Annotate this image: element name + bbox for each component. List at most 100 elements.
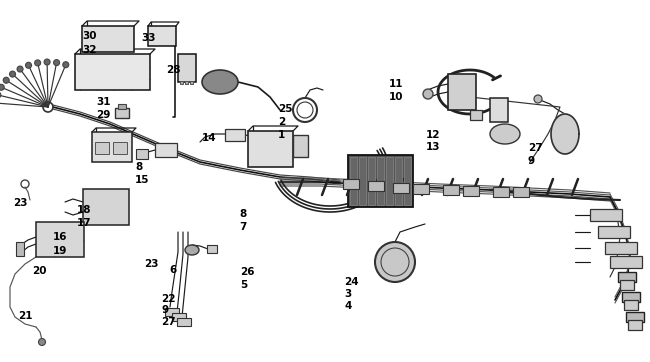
Bar [470, 110, 482, 120]
Bar [113, 142, 127, 154]
Bar [513, 187, 529, 197]
Bar [177, 318, 191, 326]
Text: 6: 6 [169, 265, 176, 275]
Bar [348, 155, 413, 207]
Circle shape [375, 242, 415, 282]
Text: 3: 3 [344, 289, 352, 299]
Bar [95, 142, 109, 154]
Text: 4: 4 [344, 301, 352, 311]
Text: 18: 18 [77, 205, 91, 215]
Text: 22: 22 [161, 294, 176, 304]
Bar [490, 98, 508, 122]
Circle shape [423, 89, 433, 99]
Text: 13: 13 [426, 142, 440, 152]
Bar [343, 179, 359, 189]
Text: 32: 32 [83, 45, 97, 55]
Bar [626, 312, 644, 322]
Text: 27: 27 [161, 317, 176, 327]
Bar [598, 226, 630, 238]
Bar [136, 149, 148, 159]
Circle shape [44, 59, 50, 65]
Bar [377, 157, 384, 205]
Text: 5: 5 [240, 280, 248, 290]
Bar [36, 222, 84, 257]
Text: 11: 11 [389, 79, 403, 89]
Bar [350, 157, 357, 205]
Text: 21: 21 [18, 311, 32, 321]
Text: 9: 9 [161, 305, 168, 315]
Bar [605, 242, 637, 254]
Text: 8: 8 [239, 209, 246, 219]
Bar [185, 81, 188, 84]
Text: 31: 31 [96, 97, 110, 107]
Circle shape [34, 60, 41, 66]
Bar [178, 54, 196, 82]
Ellipse shape [185, 245, 199, 255]
Text: 16: 16 [53, 232, 68, 242]
Bar [83, 189, 129, 225]
Bar [610, 256, 642, 268]
Bar [368, 157, 375, 205]
Bar [293, 135, 308, 157]
Ellipse shape [202, 70, 238, 94]
Circle shape [0, 92, 1, 98]
Bar [618, 272, 636, 282]
Bar [16, 242, 24, 256]
Bar [493, 187, 509, 197]
Bar [620, 280, 634, 290]
Text: 33: 33 [142, 33, 156, 43]
Bar [404, 157, 411, 205]
Bar [448, 74, 476, 110]
Text: 2: 2 [278, 117, 285, 127]
Text: 25: 25 [278, 104, 292, 114]
Circle shape [17, 66, 23, 72]
Bar [155, 143, 177, 157]
Bar [82, 26, 134, 52]
Bar [413, 184, 429, 194]
Text: 15: 15 [135, 175, 150, 185]
Text: 27: 27 [528, 143, 543, 153]
Text: 23: 23 [13, 198, 27, 209]
Circle shape [534, 95, 542, 103]
Ellipse shape [490, 124, 520, 144]
Bar [225, 129, 245, 141]
Text: 29: 29 [96, 110, 110, 120]
Bar [92, 132, 132, 162]
Text: 19: 19 [53, 245, 68, 256]
Text: 14: 14 [202, 133, 216, 143]
Bar [75, 54, 150, 90]
Bar [463, 186, 479, 196]
Bar [148, 26, 176, 46]
Text: 1: 1 [278, 130, 285, 140]
Circle shape [63, 62, 69, 68]
Text: 9: 9 [528, 156, 535, 166]
Bar [590, 209, 622, 221]
Bar [165, 308, 179, 316]
Text: 23: 23 [144, 258, 159, 269]
Circle shape [10, 71, 16, 77]
Bar [628, 320, 642, 330]
Bar [257, 134, 271, 144]
Text: 28: 28 [166, 64, 180, 75]
Bar [393, 183, 409, 193]
Bar [368, 181, 384, 191]
Text: 7: 7 [239, 222, 246, 232]
Bar [624, 300, 638, 310]
Bar [207, 245, 217, 253]
Bar [395, 157, 402, 205]
Circle shape [53, 60, 60, 66]
Text: 8: 8 [135, 161, 142, 172]
Bar [172, 313, 186, 321]
Text: 10: 10 [389, 92, 403, 102]
Text: 17: 17 [77, 218, 91, 228]
Text: 26: 26 [240, 267, 255, 277]
Bar [248, 131, 293, 167]
Circle shape [0, 84, 5, 90]
Bar [443, 185, 459, 195]
Circle shape [38, 338, 46, 345]
Bar [118, 104, 126, 109]
Bar [622, 292, 640, 302]
Text: 20: 20 [32, 266, 47, 277]
Polygon shape [551, 114, 579, 154]
Bar [386, 157, 393, 205]
